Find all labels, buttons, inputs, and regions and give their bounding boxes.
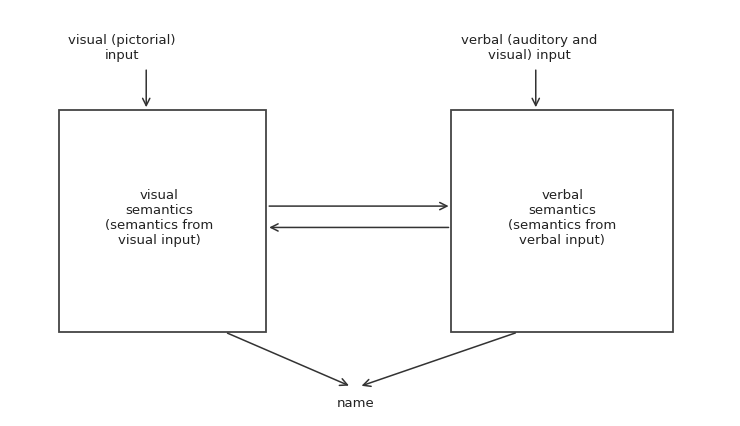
Text: visual
semantics
(semantics from
visual input): visual semantics (semantics from visual … <box>105 188 213 246</box>
Bar <box>59 111 266 332</box>
Text: verbal
semantics
(semantics from
verbal input): verbal semantics (semantics from verbal … <box>508 188 616 246</box>
Text: verbal (auditory and
visual) input: verbal (auditory and visual) input <box>461 34 597 62</box>
Bar <box>451 111 673 332</box>
Text: visual (pictorial)
input: visual (pictorial) input <box>68 34 176 62</box>
Text: name: name <box>336 396 374 409</box>
